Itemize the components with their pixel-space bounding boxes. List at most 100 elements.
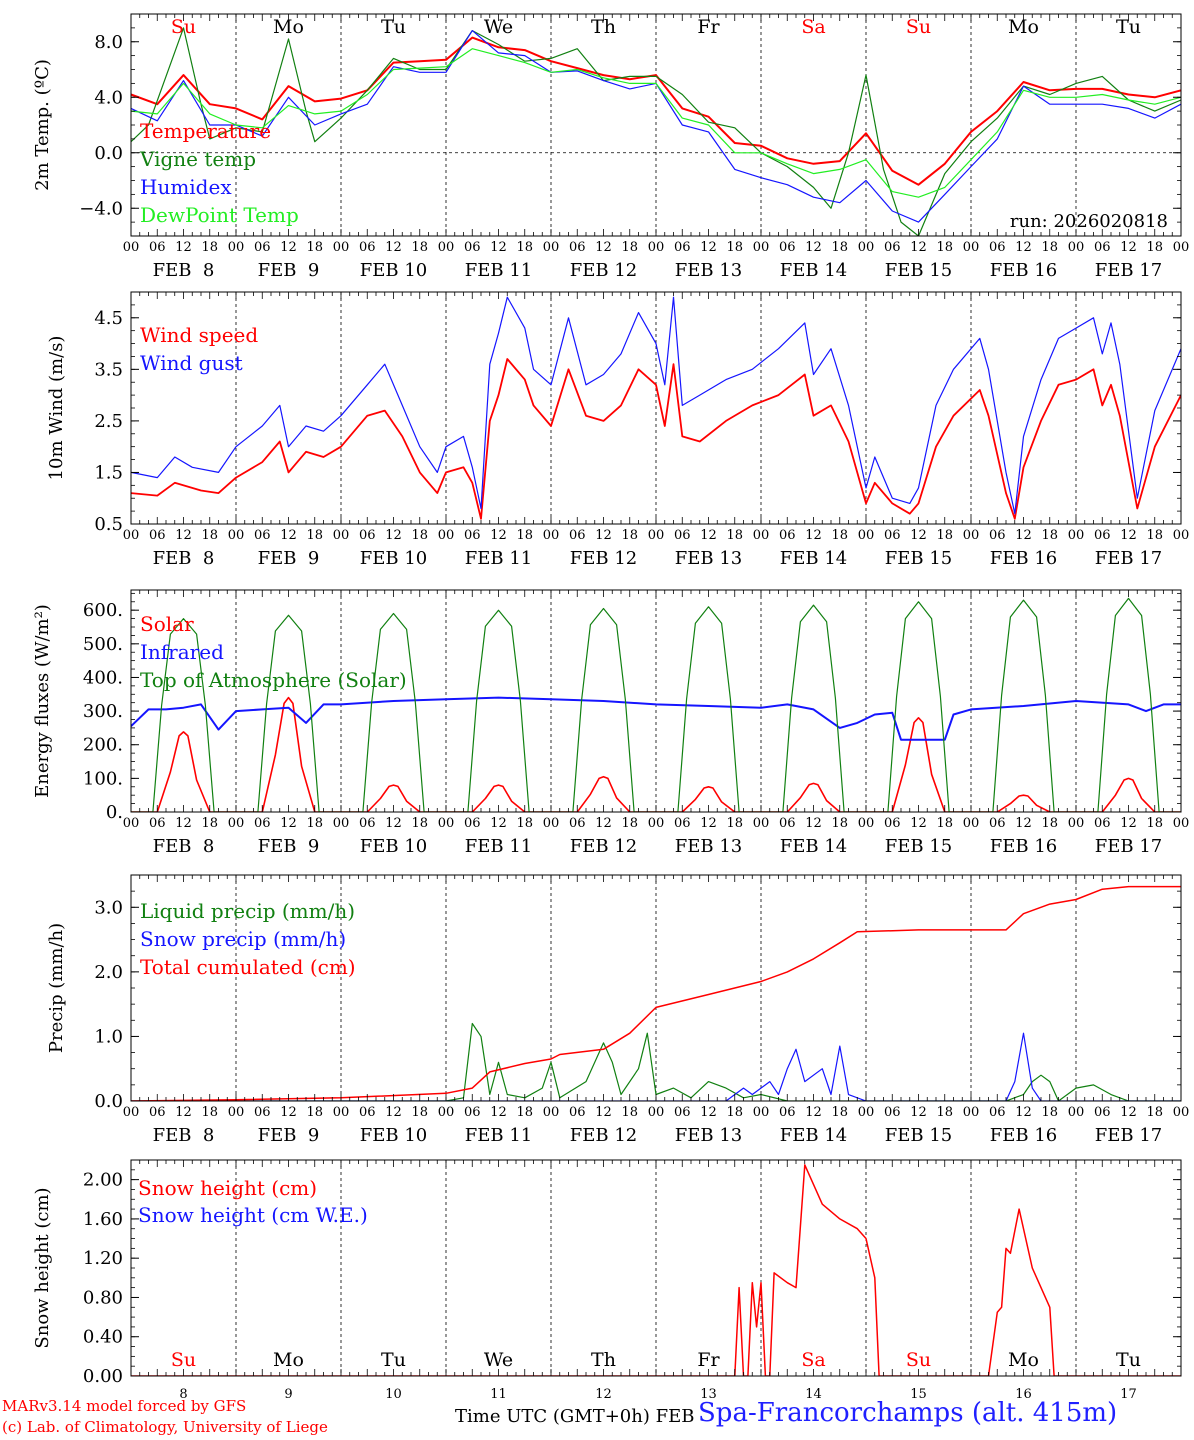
date-label: FEB 10 [360,836,427,857]
hour-tick-label: 12 [1120,528,1137,543]
hour-tick-label: 12 [700,1105,717,1120]
hour-tick-label: 18 [726,816,743,831]
hour-tick-label: 06 [989,816,1006,831]
hour-tick-label: 12 [280,528,297,543]
hour-tick-label: 00 [438,1105,455,1120]
day-name-bottom: Tu [381,1349,406,1371]
hour-tick-label: 00 [963,816,980,831]
hour-tick-label: 00 [858,240,875,255]
hour-tick-label: 00 [753,816,770,831]
hour-tick-label: 12 [1015,240,1032,255]
y-axis-label: Energy fluxes (W/m²) [32,604,53,798]
hour-tick-label: 00 [123,240,140,255]
hour-tick-label: 06 [254,816,271,831]
hour-tick-label: 06 [779,528,796,543]
hour-tick-label: 06 [674,1105,691,1120]
day-name-top: Sa [801,16,825,38]
hour-tick-label: 06 [674,528,691,543]
series-line-vigne-temp [131,27,1181,236]
hour-tick-label: 00 [1068,240,1085,255]
date-label: FEB 8 [153,1125,215,1146]
date-label: FEB 14 [780,836,847,857]
hour-tick-label: 12 [175,816,192,831]
hour-tick-label: 06 [569,528,586,543]
hour-tick-label: 18 [516,240,533,255]
hour-tick-label: 06 [989,1105,1006,1120]
hour-tick-label: 18 [936,240,953,255]
series-line-snow-precip-mm-h- [131,1032,1181,1101]
hour-tick-label: 00 [753,528,770,543]
panel-energy: 0. 100. 200. 300. 400. 500. 600. Energy fluxes … [32,589,1189,857]
hour-tick-label: 06 [464,1105,481,1120]
day-number: 15 [910,1387,927,1402]
day-name-top: Th [591,16,616,38]
hour-tick-label: 06 [464,528,481,543]
hour-tick-label: 00 [123,1105,140,1120]
y-tick-label: 2.0 [94,962,123,983]
hour-tick-label: 12 [490,1105,507,1120]
hour-tick-label: 00 [648,240,665,255]
hour-tick-label: 18 [621,240,638,255]
series-line-humidex [131,30,1181,223]
y-axis-label: Precip (mm/h) [46,923,67,1053]
day-number: 9 [284,1387,292,1402]
day-number: 17 [1120,1387,1137,1402]
hour-tick-label: 12 [1120,240,1137,255]
date-label: FEB 13 [675,836,742,857]
panel-temp: −4.0 0.0 4.0 8.0 2m Temp. (ºC) Temperature Vig… [32,13,1189,281]
hour-tick-label: 06 [359,816,376,831]
day-name-bottom: Mo [1008,1349,1039,1371]
day-number: 13 [700,1387,717,1402]
hour-tick-label: 00 [753,240,770,255]
hour-tick-label: 12 [595,528,612,543]
hour-tick-label: 12 [385,1105,402,1120]
y-tick-label: 200. [83,735,123,756]
y-tick-label: 600. [83,600,123,621]
day-number: 12 [595,1387,612,1402]
hour-tick-label: 18 [306,240,323,255]
hour-tick-label: 12 [910,528,927,543]
hour-tick-label: 18 [621,816,638,831]
day-name-bottom: Su [906,1349,931,1371]
hour-tick-label: 00 [333,528,350,543]
series-line-top-of-atmosphere-solar- [131,597,1181,812]
hour-tick-label: 12 [175,240,192,255]
hour-tick-label: 18 [621,528,638,543]
hour-tick-label: 18 [936,816,953,831]
hour-tick-label: 18 [726,1105,743,1120]
hour-tick-label: 12 [700,816,717,831]
day-name-top: Mo [1008,16,1039,38]
date-label: FEB 13 [675,260,742,281]
hour-tick-label: 18 [411,816,428,831]
series-line-infrared [131,696,1181,741]
day-name-bottom: We [484,1349,513,1371]
y-tick-label: 0.40 [83,1327,123,1348]
hour-tick-label: 06 [254,240,271,255]
x-axis-label: Time UTC (GMT+0h) FEB [455,1406,695,1427]
date-label: FEB 13 [675,548,742,569]
date-label: FEB 15 [885,260,952,281]
date-label: FEB 17 [1095,548,1162,569]
legend-entry: Solar [140,612,194,636]
hour-tick-label: 18 [1041,816,1058,831]
hour-tick-label: 12 [1015,1105,1032,1120]
hour-tick-label: 12 [1015,528,1032,543]
legend-entry: Vigne temp [139,147,256,171]
day-name-bottom: Tu [1116,1349,1141,1371]
legend-entry: Snow height (cm W.E.) [138,1203,368,1227]
hour-tick-label: 12 [595,816,612,831]
hour-tick-label: 00 [753,1105,770,1120]
hour-tick-label: 00 [333,816,350,831]
date-label: FEB 12 [570,1125,637,1146]
y-tick-label: 4.5 [94,308,123,329]
hour-tick-label: 12 [175,528,192,543]
hour-tick-label: 00 [228,1105,245,1120]
hour-tick-label: 00 [123,528,140,543]
date-label: FEB 11 [465,836,532,857]
legend-entry: Snow precip (mm/h) [140,927,346,951]
hour-tick-label: 06 [779,240,796,255]
hour-tick-label: 18 [936,1105,953,1120]
y-tick-label: 0. [106,802,123,823]
date-label: FEB 14 [780,1125,847,1146]
